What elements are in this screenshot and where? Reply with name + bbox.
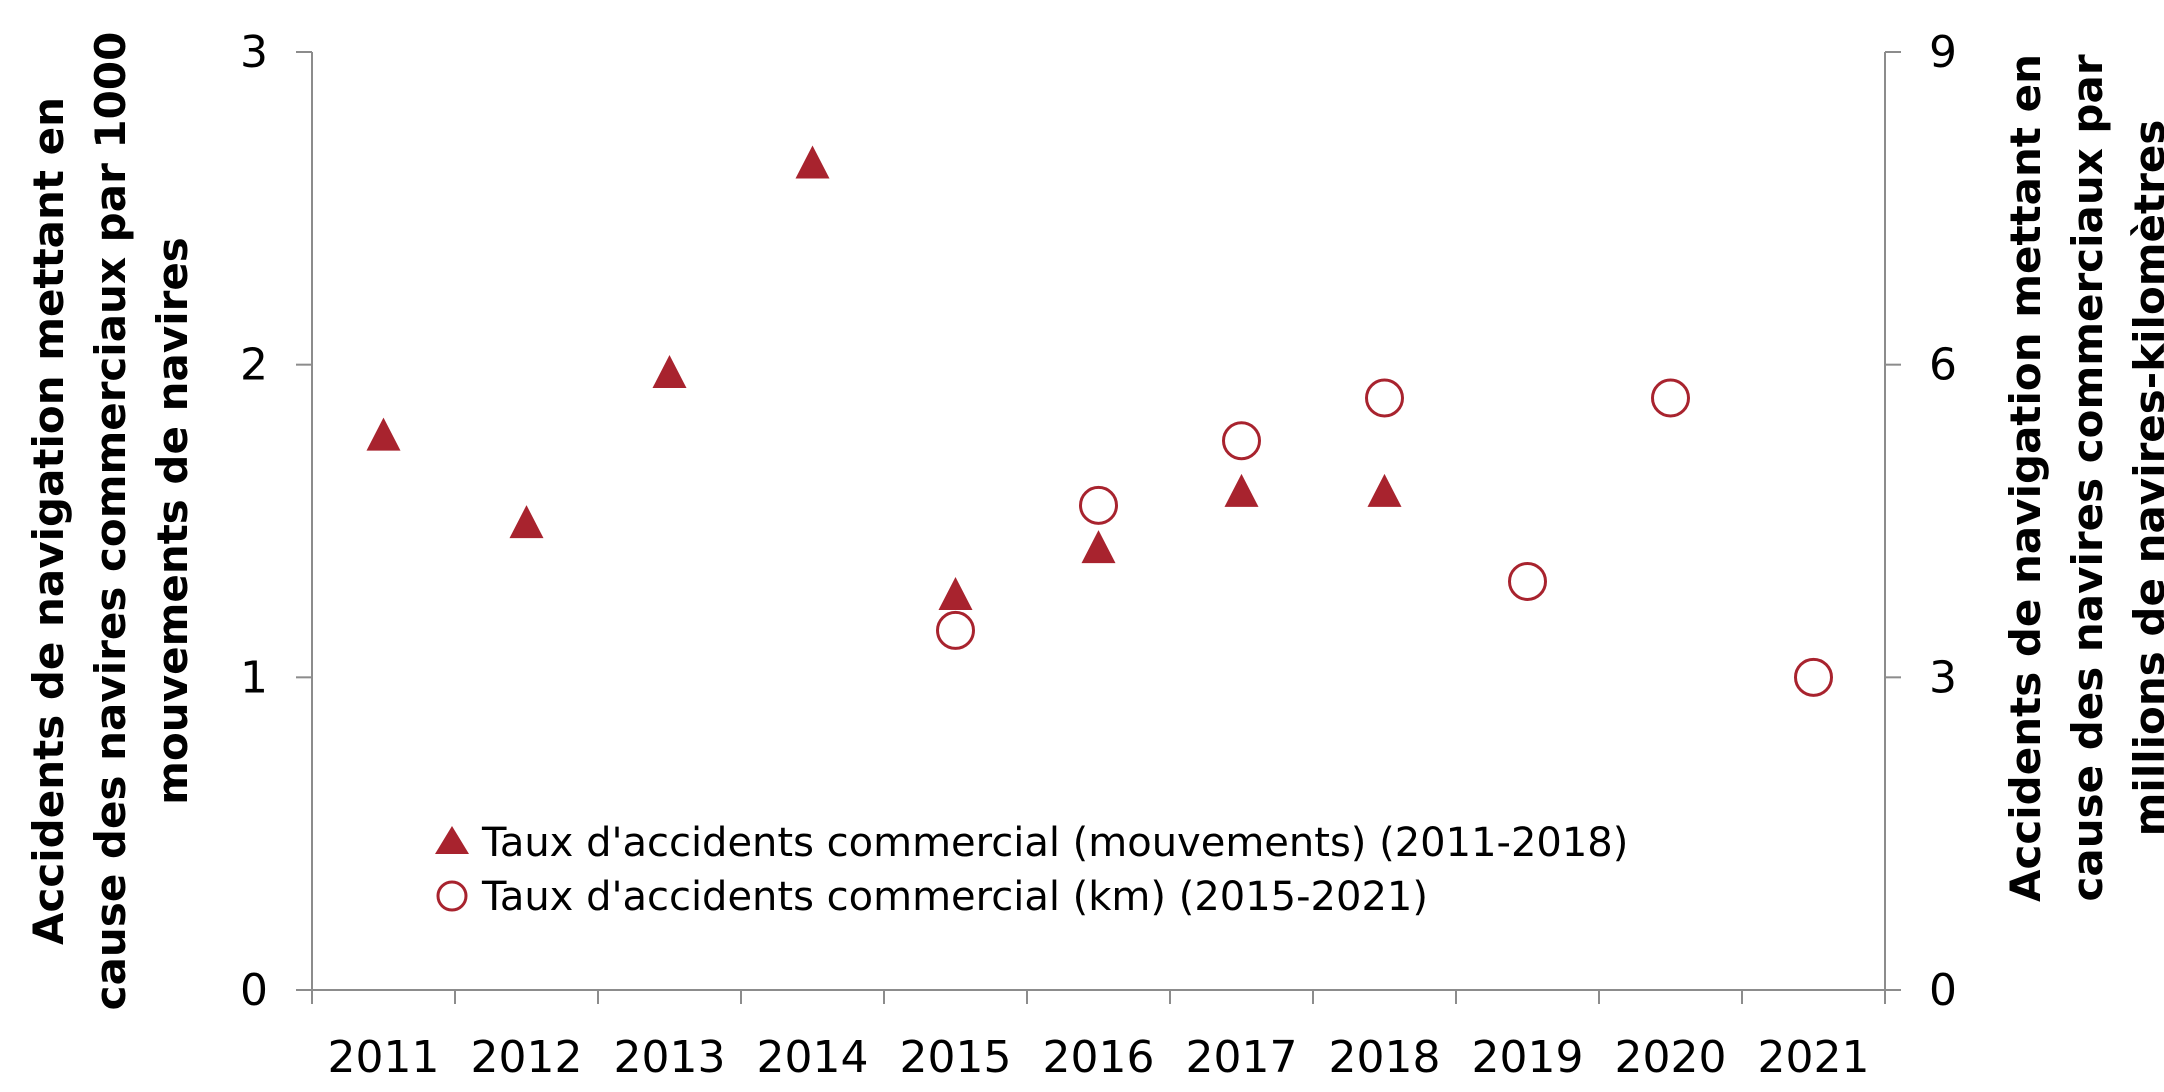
- circle-point-2019: [1508, 561, 1547, 601]
- x-tick-label: 2013: [614, 1032, 726, 1083]
- left-y-axis: 0 1 2 3: [240, 27, 312, 1016]
- x-tick-label: 2021: [1758, 1032, 1870, 1083]
- right-y-axis-title-line: Accidents de navigation mettant en: [2001, 54, 2050, 902]
- circle-point-2020: [1651, 378, 1690, 418]
- triangle-point-2013: [652, 355, 687, 389]
- right-tick-label: 6: [1929, 340, 1957, 391]
- left-tick-label: 0: [240, 965, 268, 1016]
- x-tick-label: 2020: [1615, 1032, 1727, 1083]
- left-tick-label: 3: [240, 27, 268, 78]
- left-y-axis-title-line: Accidents de navigation mettant en: [24, 97, 73, 945]
- left-y-axis-title-line: cause des navires commerciaux par 1000: [86, 32, 135, 1011]
- circle-point-2018: [1365, 378, 1404, 418]
- x-tick-label: 2015: [900, 1032, 1012, 1083]
- triangle-point-2015: [938, 577, 973, 611]
- triangle-point-2018: [1367, 473, 1402, 507]
- x-tick-label: 2017: [1186, 1032, 1298, 1083]
- right-y-axis-title-line: cause des navires commerciaux par: [2063, 54, 2112, 901]
- x-tick-label: 2016: [1043, 1032, 1155, 1083]
- triangle-point-2011: [366, 417, 401, 451]
- x-tick-label: 2011: [328, 1032, 440, 1083]
- x-tick-label: 2019: [1472, 1032, 1584, 1083]
- circle-point-2021: [1794, 657, 1833, 697]
- triangle-point-2012: [509, 505, 544, 539]
- legend: Taux d'accidents commercial (mouvements)…: [435, 820, 1628, 920]
- right-tick-label: 0: [1929, 965, 1957, 1016]
- left-tick-label: 1: [240, 652, 268, 703]
- left-tick-label: 2: [240, 340, 268, 391]
- left-y-axis-title-text: Accidents de navigation mettant en cause …: [24, 32, 197, 1011]
- triangle-point-2016: [1081, 530, 1116, 564]
- left-y-axis-title: Accidents de navigation mettant en cause …: [24, 32, 197, 1011]
- x-tick-label: 2018: [1329, 1032, 1441, 1083]
- circle-point-2017: [1222, 421, 1261, 461]
- right-tick-label: 3: [1929, 652, 1957, 703]
- triangle-point-2014: [795, 145, 830, 179]
- right-y-axis: 0 3 6 9: [1885, 27, 1957, 1016]
- legend-circle-marker: [436, 880, 468, 912]
- x-tick-label: 2012: [471, 1032, 583, 1083]
- triangle-point-2017: [1224, 473, 1259, 507]
- legend-label-movements: Taux d'accidents commercial (mouvements)…: [481, 820, 1628, 866]
- x-tick-label: 2014: [757, 1032, 869, 1083]
- axes: [311, 52, 1886, 991]
- legend-triangle-marker: [435, 826, 469, 854]
- right-tick-label: 9: [1929, 27, 1957, 78]
- left-y-axis-title-line: mouvements de navires: [148, 237, 197, 805]
- legend-label-km: Taux d'accidents commercial (km) (2015-2…: [481, 874, 1428, 920]
- series-marks: [366, 145, 1833, 697]
- circle-point-2015: [936, 610, 975, 650]
- right-y-axis-title-line: millions de navires-kilomètres: [2125, 120, 2164, 837]
- right-y-axis-title-text: Accidents de navigation mettant en cause …: [2001, 54, 2164, 902]
- x-axis: 2011 2012 2013 2014 2015 2016 2017 2018 2019 2020…: [311, 990, 1886, 1083]
- circle-point-2016: [1079, 485, 1118, 525]
- right-y-axis-title: Accidents de navigation mettant en cause …: [2001, 54, 2164, 902]
